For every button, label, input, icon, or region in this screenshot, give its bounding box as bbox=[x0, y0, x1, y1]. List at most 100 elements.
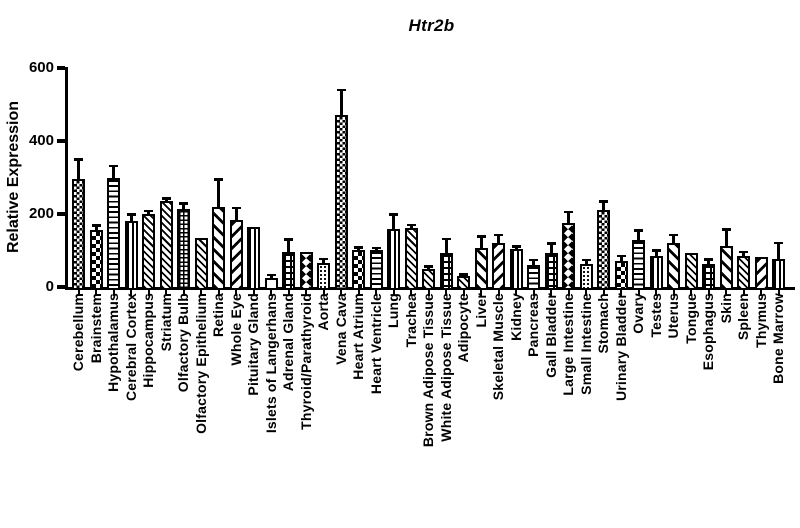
x-label-cerebral-cortex: Cerebral Cortex bbox=[122, 293, 139, 402]
bar-skeletal-muscle bbox=[492, 242, 506, 288]
x-label-trachea: Trachea bbox=[402, 293, 419, 348]
x-label-adrenal-gland: Adrenal Gland bbox=[280, 293, 296, 392]
x-label-brown-adipose-tissue: Brown Adipose Tissue bbox=[420, 293, 436, 448]
x-tick-pancreas bbox=[532, 290, 535, 296]
x-tick-aorta bbox=[322, 290, 325, 296]
bar-pituitary-gland bbox=[247, 227, 261, 288]
x-tick-vena-cava bbox=[340, 290, 343, 296]
error-bar-uterus bbox=[672, 235, 676, 248]
bar-tongue bbox=[684, 253, 698, 288]
y-tick-200 bbox=[57, 212, 65, 216]
x-label-spleen: Spleen bbox=[735, 293, 751, 341]
x-label-heart-atrium: Heart Atrium bbox=[350, 293, 366, 380]
x-label-striatum: Striatum bbox=[157, 293, 174, 352]
error-cap-urinary-bladder bbox=[616, 254, 626, 258]
error-cap-adrenal-gland bbox=[284, 238, 294, 241]
x-tick-tongue bbox=[690, 290, 693, 296]
x-label-whole-eye: Whole Eye bbox=[227, 293, 244, 366]
x-tick-adipocyte bbox=[462, 290, 465, 296]
bar-brown-adipose-tissue bbox=[422, 268, 436, 288]
x-label-islets-of-langerhans: Islets of Langerhans bbox=[262, 293, 279, 434]
x-tick-brown-adipose-tissue bbox=[427, 290, 430, 296]
x-label-aorta: Aorta bbox=[315, 293, 331, 331]
x-tick-hypothalamus bbox=[112, 290, 115, 296]
error-bar-stomach bbox=[602, 201, 606, 215]
error-bar-testes bbox=[654, 250, 658, 261]
bar-esophagus bbox=[702, 263, 716, 288]
bar-bone-marrow bbox=[772, 258, 786, 288]
error-bar-bone-marrow bbox=[777, 243, 781, 263]
bar-olfactory-bulb bbox=[177, 208, 191, 288]
error-cap-small-intestine bbox=[581, 258, 591, 262]
y-tick-label-400: 400 bbox=[28, 132, 54, 149]
x-tick-skeletal-muscle bbox=[497, 290, 500, 296]
error-cap-whole-eye bbox=[231, 206, 241, 210]
error-bar-lung bbox=[392, 214, 396, 234]
bar-thymus bbox=[754, 257, 768, 288]
x-label-white-adipose-tissue: White Adipose Tissue bbox=[437, 293, 454, 442]
bar-stomach bbox=[597, 210, 611, 288]
x-tick-ovary bbox=[637, 290, 640, 296]
error-cap-stomach bbox=[599, 199, 609, 203]
bar-cerebellum bbox=[72, 179, 86, 288]
error-cap-trachea bbox=[406, 223, 416, 227]
error-bar-olfactory-bulb bbox=[182, 203, 186, 213]
x-label-large-intestine: Large Intestine bbox=[560, 293, 576, 396]
x-tick-uterus bbox=[672, 290, 675, 296]
x-tick-thymus bbox=[760, 290, 763, 296]
x-label-lung: Lung bbox=[385, 293, 401, 329]
x-label-olfactory-epithelium: Olfactory Epithelium bbox=[192, 293, 209, 434]
x-label-stomach: Stomach bbox=[595, 293, 611, 354]
error-bar-esophagus bbox=[707, 259, 711, 268]
bar-adrenal-gland bbox=[282, 252, 296, 288]
bar-whole-eye bbox=[229, 220, 243, 288]
y-tick-600 bbox=[57, 66, 65, 70]
error-cap-retina bbox=[214, 178, 224, 181]
x-tick-whole-eye bbox=[235, 290, 238, 296]
x-tick-pituitary-gland bbox=[252, 290, 255, 296]
x-tick-bone-marrow bbox=[777, 290, 780, 296]
error-bar-urinary-bladder bbox=[619, 255, 623, 266]
y-axis-label: Relative Expression bbox=[5, 100, 22, 254]
bar-hypothalamus bbox=[107, 178, 121, 288]
x-tick-retina bbox=[217, 290, 220, 296]
error-bar-ovary bbox=[637, 230, 641, 244]
error-cap-olfactory-bulb bbox=[179, 202, 189, 206]
error-cap-skin bbox=[721, 228, 731, 231]
x-label-brainstem: Brainstem bbox=[87, 293, 104, 364]
x-label-retina: Retina bbox=[210, 293, 226, 337]
error-bar-retina bbox=[217, 179, 221, 211]
error-bar-large-intestine bbox=[567, 212, 571, 228]
error-cap-spleen bbox=[739, 250, 749, 254]
x-label-small-intestine: Small Intestine bbox=[577, 293, 594, 395]
y-tick-0 bbox=[57, 285, 65, 289]
error-cap-aorta bbox=[319, 257, 329, 261]
error-cap-heart-atrium bbox=[354, 246, 364, 249]
x-tick-heart-ventricle bbox=[375, 290, 378, 296]
bar-heart-ventricle bbox=[369, 250, 383, 288]
x-label-tongue: Tongue bbox=[682, 293, 699, 344]
bar-urinary-bladder bbox=[614, 261, 628, 288]
error-cap-islets-of-langerhans bbox=[266, 273, 276, 277]
y-tick-label-0: 0 bbox=[45, 278, 54, 295]
error-bar-liver bbox=[479, 236, 483, 253]
x-tick-liver bbox=[480, 290, 483, 296]
x-tick-testes bbox=[655, 290, 658, 296]
error-bar-white-adipose-tissue bbox=[444, 239, 448, 258]
bar-gall-bladder bbox=[544, 252, 558, 288]
bar-vena-cava bbox=[334, 115, 348, 288]
bar-olfactory-epithelium bbox=[194, 238, 208, 288]
error-cap-pancreas bbox=[529, 258, 539, 262]
error-cap-brainstem bbox=[91, 224, 101, 227]
x-tick-cerebellum bbox=[77, 290, 80, 296]
error-cap-brown-adipose-tissue bbox=[424, 265, 434, 268]
x-label-thyroid-parathyroid: Thyroid/Parathyroid bbox=[297, 293, 314, 430]
error-cap-ovary bbox=[634, 229, 644, 232]
bar-thyroid-parathyroid bbox=[299, 252, 313, 288]
error-cap-striatum bbox=[161, 197, 171, 200]
x-label-kidney: Kidney bbox=[507, 293, 524, 341]
error-cap-vena-cava bbox=[336, 88, 346, 92]
error-bar-small-intestine bbox=[584, 259, 588, 269]
x-tick-trachea bbox=[410, 290, 413, 296]
